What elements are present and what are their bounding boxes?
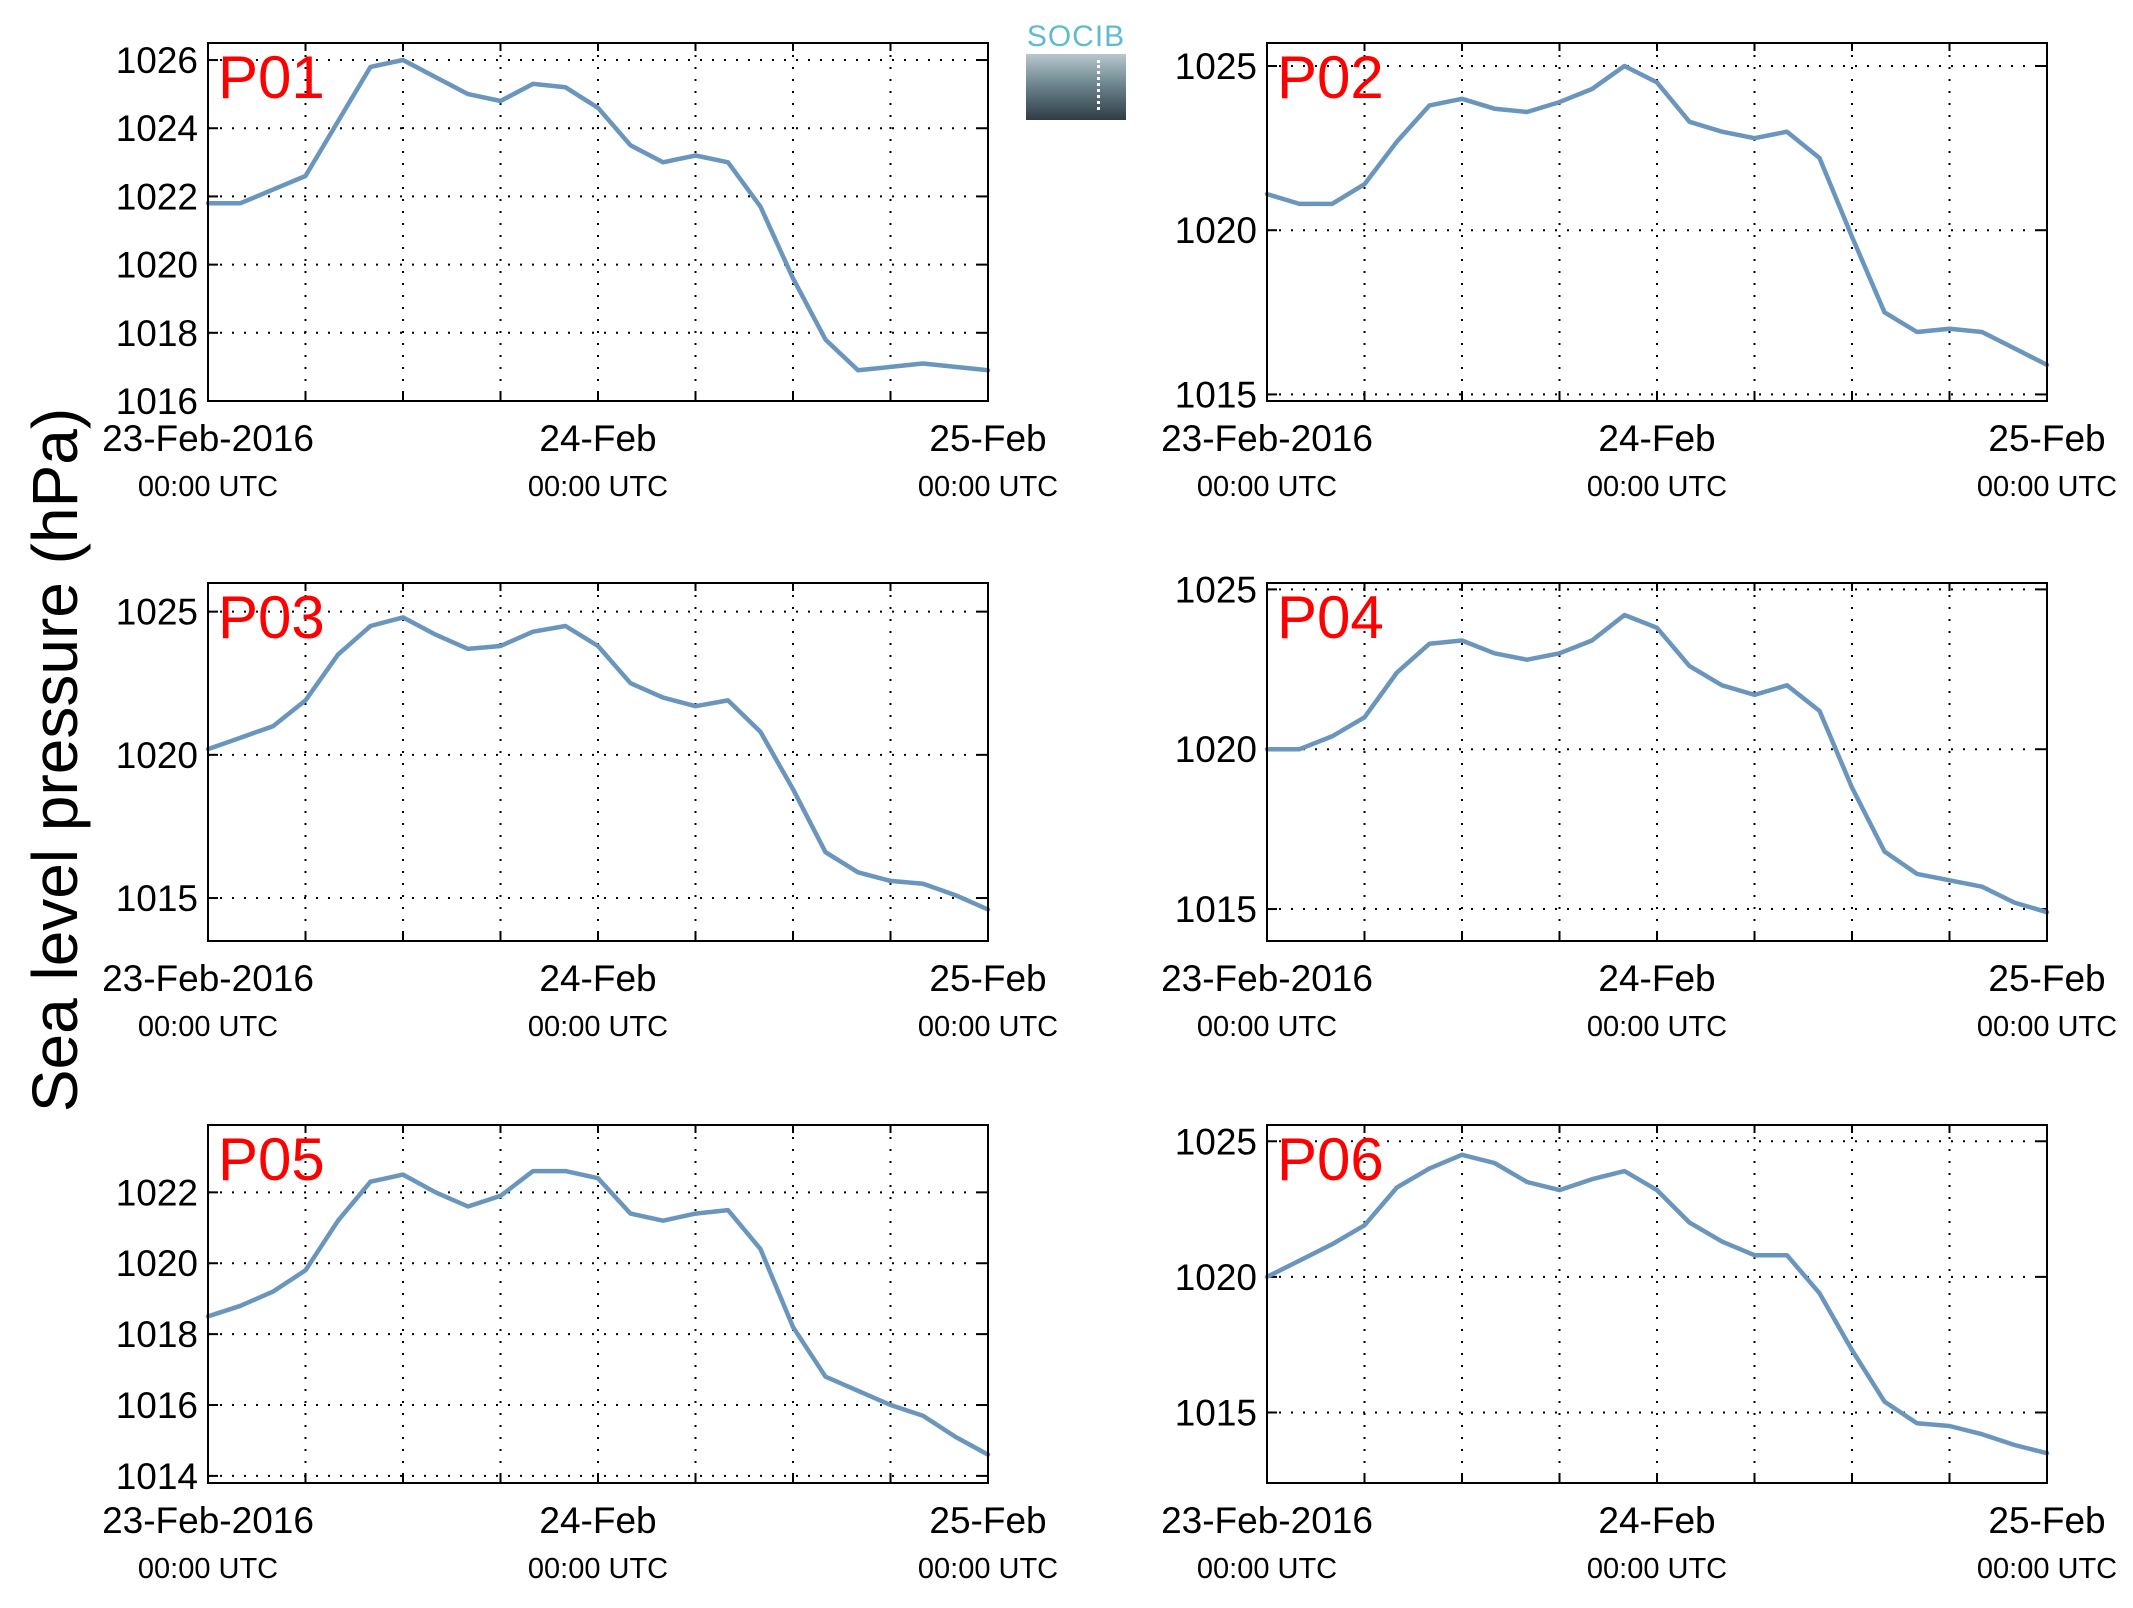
y-tick-label: 1016 [116, 1385, 198, 1426]
x-tick-label-time: 00:00 UTC [1197, 1011, 1337, 1043]
x-tick-label-date: 23-Feb-2016 [102, 958, 314, 999]
x-tick-label-time: 00:00 UTC [1977, 1553, 2117, 1585]
x-tick-label-time: 00:00 UTC [1587, 1553, 1727, 1585]
y-tick-label: 1018 [116, 1314, 198, 1355]
x-tick-label-date: 24-Feb [539, 958, 656, 999]
logo-dashed-line [1097, 60, 1100, 110]
x-tick-label-date: 25-Feb [1988, 1500, 2105, 1541]
series-line-p01 [205, 57, 991, 373]
y-tick-label: 1015 [1175, 374, 1257, 415]
x-tick-label-time: 00:00 UTC [528, 471, 668, 503]
panel-label: P02 [1277, 44, 1384, 111]
y-tick-label: 1020 [116, 1243, 198, 1284]
x-tick-label-date: 23-Feb-2016 [1161, 958, 1373, 999]
x-tick-label-date: 23-Feb-2016 [1161, 1500, 1373, 1541]
panel-p01: 1016 1018 1020 1022 1024 1026 23-Feb-2016 00:00… [102, 40, 1058, 503]
y-tick-label: 1015 [1175, 889, 1257, 930]
x-tick-label-time: 00:00 UTC [528, 1011, 668, 1043]
axes-box [1266, 42, 2048, 402]
y-tick-label: 1022 [116, 176, 198, 217]
series-line-p04 [1264, 612, 2050, 915]
y-tick-label: 1020 [1175, 729, 1257, 770]
x-tick-label-date: 24-Feb [539, 418, 656, 459]
socib-logo: SOCIB [1026, 20, 1126, 120]
x-tick-label-time: 00:00 UTC [138, 1553, 278, 1585]
x-tick-label-time: 00:00 UTC [1587, 471, 1727, 503]
y-tick-label: 1025 [1175, 1121, 1257, 1162]
series-line-p05 [205, 1168, 991, 1457]
x-tick-label-date: 25-Feb [929, 1500, 1046, 1541]
x-tick-label-date: 23-Feb-2016 [102, 418, 314, 459]
y-tick-label: 1025 [1175, 569, 1257, 610]
x-tick-label-time: 00:00 UTC [1977, 471, 2117, 503]
x-tick-label-time: 00:00 UTC [1587, 1011, 1727, 1043]
x-tick-label-date: 24-Feb [539, 1500, 656, 1541]
y-tick-label: 1015 [1175, 1392, 1257, 1433]
y-tick-label: 1024 [116, 108, 198, 149]
y-tick-label: 1020 [1175, 210, 1257, 251]
x-tick-label-time: 00:00 UTC [138, 1011, 278, 1043]
series-line-p03 [205, 615, 991, 912]
x-tick-label-time: 00:00 UTC [138, 471, 278, 503]
y-tick-label: 1026 [116, 40, 198, 81]
logo-wave-box [1026, 54, 1126, 120]
y-tick-label: 1025 [116, 592, 198, 633]
x-tick-label-date: 23-Feb-2016 [102, 1500, 314, 1541]
panel-label: P04 [1277, 584, 1384, 651]
y-tick-label: 1018 [116, 313, 198, 354]
y-tick-label: 1016 [116, 381, 198, 422]
panel-p05: 1014 1016 1018 1020 1022 23-Feb-2016 00:00 UTC… [102, 1124, 1058, 1585]
panel-label: P05 [218, 1126, 325, 1193]
x-tick-label-date: 23-Feb-2016 [1161, 418, 1373, 459]
x-tick-label-date: 24-Feb [1598, 1500, 1715, 1541]
logo-text: SOCIB [1026, 20, 1126, 53]
x-tick-label-time: 00:00 UTC [528, 1553, 668, 1585]
panel-p02: 1015 1020 1025 23-Feb-2016 00:00 UTC 24-Feb 00… [1161, 42, 2117, 503]
y-tick-label: 1020 [116, 245, 198, 286]
x-tick-label-date: 25-Feb [1988, 958, 2105, 999]
axes-box [207, 582, 989, 942]
x-tick-label-date: 25-Feb [1988, 418, 2105, 459]
x-tick-label-date: 24-Feb [1598, 958, 1715, 999]
axes-box [1266, 1124, 2048, 1484]
y-tick-label: 1020 [1175, 1257, 1257, 1298]
panel-label: P06 [1277, 1126, 1384, 1193]
panel-label: P03 [218, 584, 325, 651]
y-tick-label: 1025 [1175, 46, 1257, 87]
series-line-p02 [1264, 63, 2050, 368]
x-tick-label-time: 00:00 UTC [1197, 1553, 1337, 1585]
y-axis-label: Sea level pressure (hPa) [19, 407, 91, 1113]
axes-box [1266, 582, 2048, 942]
axes-box [207, 1124, 989, 1484]
x-tick-label-time: 00:00 UTC [918, 1553, 1058, 1585]
x-tick-label-time: 00:00 UTC [1977, 1011, 2117, 1043]
y-tick-label: 1015 [116, 878, 198, 919]
panel-p04: 1015 1020 1025 23-Feb-2016 00:00 UTC 24-Feb 00… [1161, 569, 2117, 1043]
panel-label: P01 [218, 44, 325, 111]
x-tick-label-date: 25-Feb [929, 958, 1046, 999]
x-tick-label-time: 00:00 UTC [1197, 471, 1337, 503]
y-tick-label: 1022 [116, 1172, 198, 1213]
x-tick-label-date: 24-Feb [1598, 418, 1715, 459]
series-line-p06 [1264, 1152, 2050, 1456]
y-tick-label: 1014 [116, 1456, 198, 1497]
y-tick-label: 1020 [116, 735, 198, 776]
x-tick-label-time: 00:00 UTC [918, 471, 1058, 503]
x-tick-label-time: 00:00 UTC [918, 1011, 1058, 1043]
x-tick-label-date: 25-Feb [929, 418, 1046, 459]
axes-box [207, 42, 989, 402]
panel-p06: 1015 1020 1025 23-Feb-2016 00:00 UTC 24-Feb 00… [1161, 1121, 2117, 1585]
panel-p03: 1015 1020 1025 23-Feb-2016 00:00 UTC 24-Feb 00… [102, 582, 1058, 1043]
